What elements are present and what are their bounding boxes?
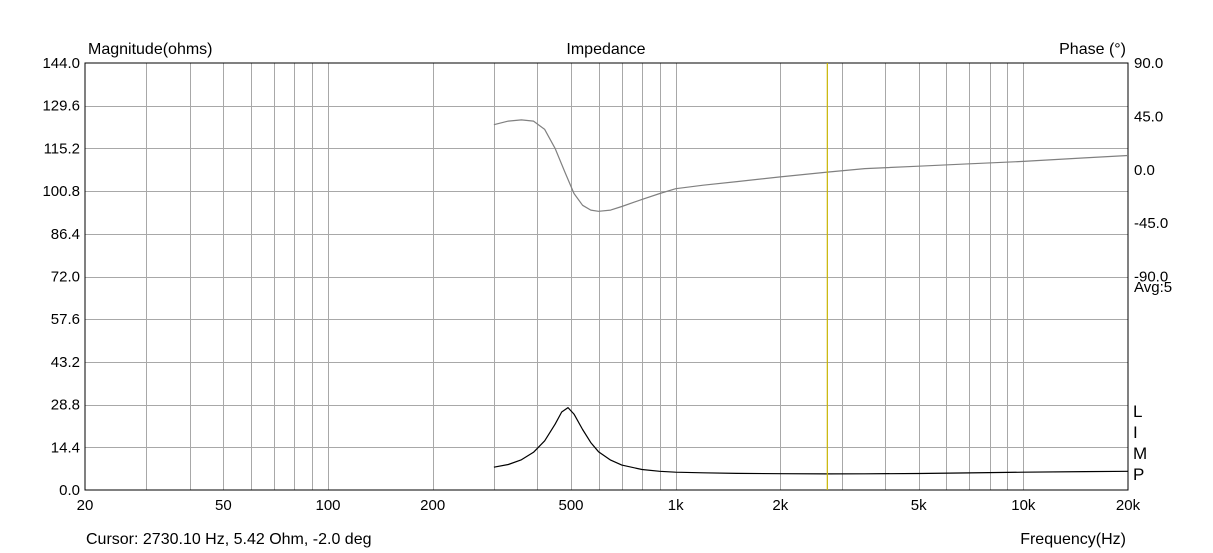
y-right-tick-label: -90.0: [1134, 269, 1168, 286]
grid-lines: [85, 63, 1128, 490]
y-left-tick-label: 14.4: [51, 439, 80, 456]
y-left-tick-label: 28.8: [51, 397, 80, 414]
x-tick-label: 2k: [772, 497, 788, 514]
left-axis-label: Magnitude(ohms): [88, 41, 213, 58]
y-left-tick-labels: 0.0 14.4 28.8 43.2 57.6 72.0 86.4 100.8 115.2 129…: [42, 55, 80, 499]
x-tick-label: 5k: [911, 497, 927, 514]
legend-letter: P: [1133, 465, 1144, 484]
y-left-tick-label: 57.6: [51, 311, 80, 328]
y-left-tick-label: 0.0: [59, 482, 80, 499]
legend-letter: M: [1133, 444, 1147, 463]
chart-title: Impedance: [566, 41, 645, 58]
y-left-tick-label: 100.8: [42, 183, 80, 200]
y-right-tick-label: 45.0: [1134, 108, 1163, 125]
right-axis-label: Phase (°): [1059, 41, 1126, 58]
x-tick-label: 500: [559, 497, 584, 514]
y-left-tick-label: 86.4: [51, 226, 80, 243]
y-left-tick-label: 115.2: [44, 140, 80, 157]
series-layer: [493, 119, 1129, 475]
avg-label: Avg:5: [1134, 279, 1172, 296]
x-tick-label: 200: [420, 497, 445, 514]
series-line-phase: [493, 119, 1129, 212]
series-line-magnitude: [493, 407, 1129, 475]
y-left-tick-label: 43.2: [51, 354, 80, 371]
x-tick-label: 20k: [1116, 497, 1141, 514]
x-tick-label: 100: [315, 497, 340, 514]
x-tick-labels: 20 50 100 200 500 1k 2k 5k 10k 20k: [77, 497, 1141, 514]
x-tick-label: 1k: [668, 497, 684, 514]
legend-letter: I: [1133, 423, 1138, 442]
y-left-tick-label: 129.6: [42, 98, 80, 115]
y-right-tick-label: 0.0: [1134, 162, 1155, 179]
x-tick-label: 20: [77, 497, 94, 514]
y-right-tick-labels: 90.0 45.0 0.0 -45.0 -90.0: [1134, 55, 1168, 286]
y-right-tick-label: -45.0: [1134, 215, 1168, 232]
y-left-tick-label: 72.0: [51, 269, 80, 286]
x-tick-label: 10k: [1011, 497, 1036, 514]
legend-letter: L: [1133, 402, 1142, 421]
cursor-readout: Cursor: 2730.10 Hz, 5.42 Ohm, -2.0 deg: [86, 531, 371, 548]
y-right-tick-label: 90.0: [1134, 55, 1163, 72]
x-axis-label: Frequency(Hz): [1020, 531, 1126, 548]
y-left-tick-label: 144.0: [42, 55, 80, 72]
plot-frame: [84, 62, 1129, 491]
x-tick-label: 50: [215, 497, 232, 514]
